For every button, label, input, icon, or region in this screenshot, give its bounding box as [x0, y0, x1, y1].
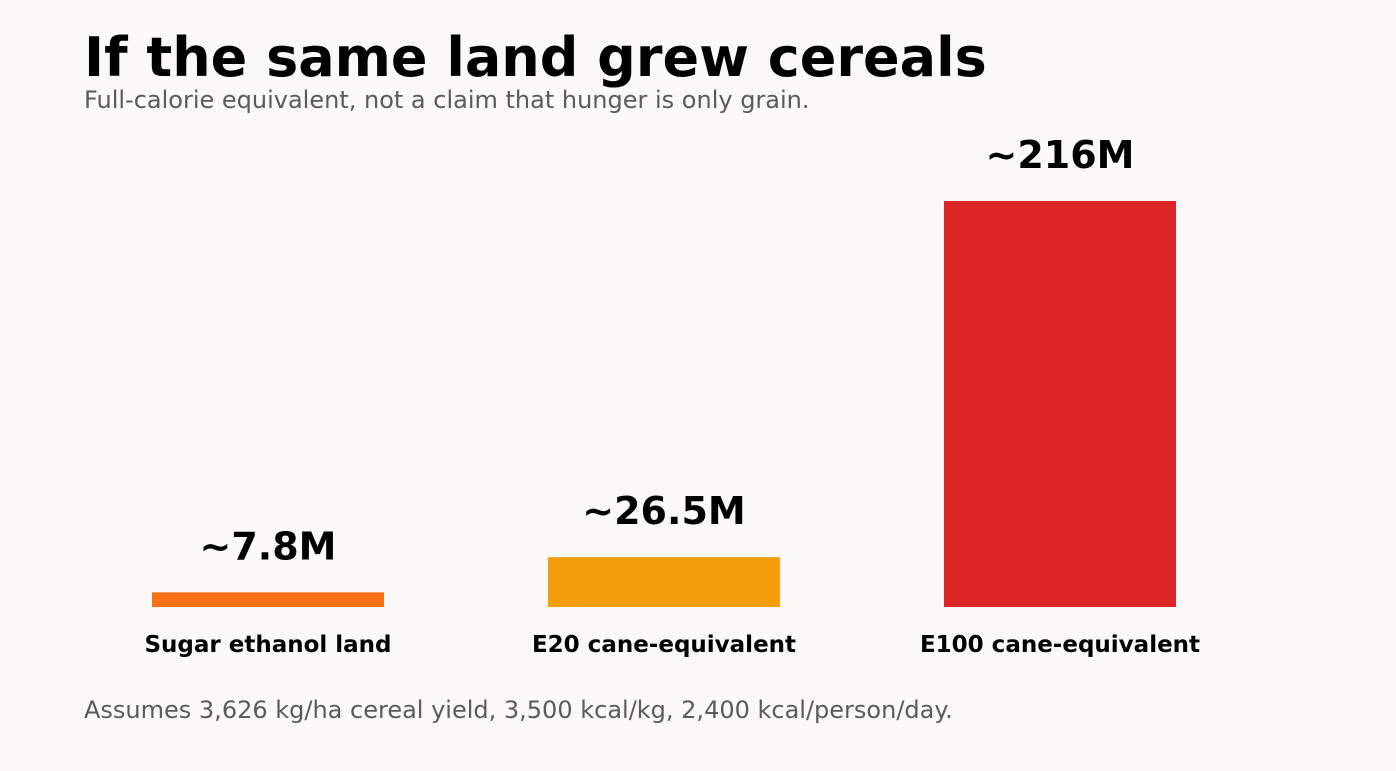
- category-label-3: E100 cane-equivalent: [920, 632, 1200, 658]
- chart-subtitle: Full-calorie equivalent, not a claim tha…: [84, 86, 810, 114]
- category-label-1: Sugar ethanol land: [144, 632, 391, 658]
- bar-2: [548, 557, 780, 607]
- bar-3: [944, 201, 1176, 607]
- chart-title: If the same land grew cereals: [84, 26, 987, 89]
- value-label-2: ~26.5M: [582, 489, 745, 533]
- value-label-1: ~7.8M: [200, 524, 337, 568]
- value-label-3: ~216M: [986, 133, 1135, 177]
- bar-1: [152, 592, 384, 607]
- footnote: Assumes 3,626 kg/ha cereal yield, 3,500 …: [84, 696, 953, 724]
- value-labels-group: ~7.8M ~26.5M ~216M: [200, 133, 1135, 568]
- category-label-2: E20 cane-equivalent: [532, 632, 796, 658]
- bars-group: [152, 201, 1176, 607]
- category-labels-group: Sugar ethanol land E20 cane-equivalent E10…: [144, 632, 1200, 658]
